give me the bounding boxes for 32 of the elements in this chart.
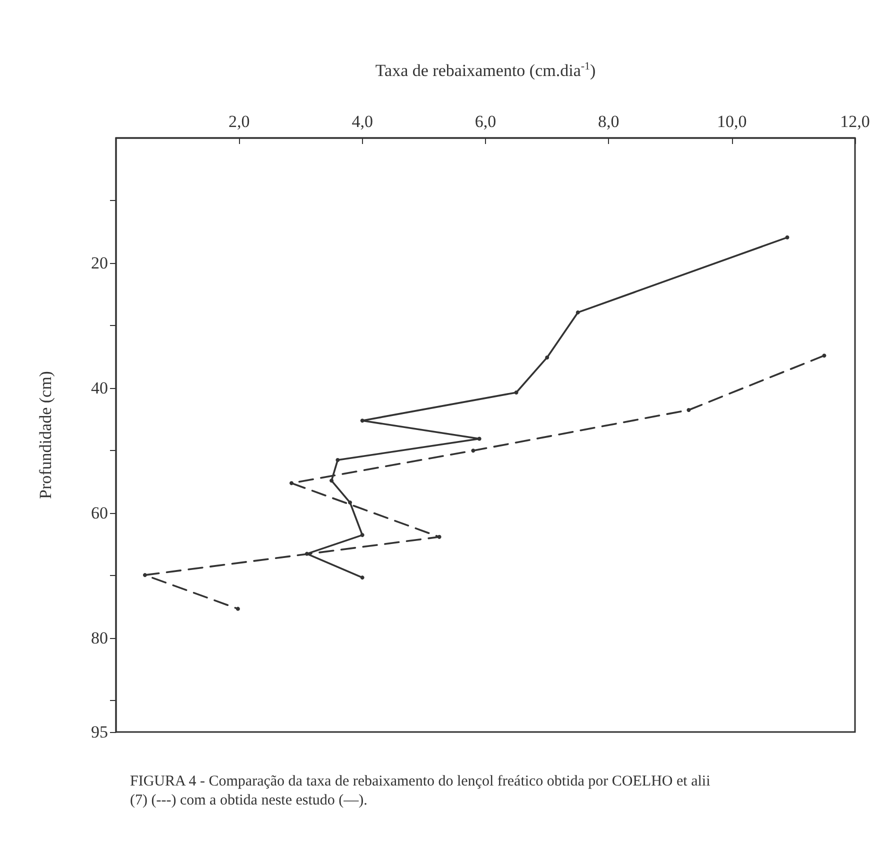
x-tick-label: 4,0	[352, 112, 373, 131]
point	[686, 408, 691, 412]
point	[471, 448, 476, 453]
point	[360, 576, 364, 580]
point	[304, 552, 309, 556]
point	[360, 533, 364, 538]
y-tick-label: 40	[91, 378, 108, 398]
point	[236, 606, 240, 611]
y-tick-label: 95	[91, 722, 108, 742]
point	[514, 390, 518, 394]
x-tick-label: 10,0	[716, 112, 747, 131]
point	[822, 354, 826, 358]
x-tick-label: 2,0	[228, 112, 250, 131]
point	[785, 235, 790, 240]
y-axis-title: Profundidade (cm)	[36, 371, 55, 499]
point	[330, 478, 334, 483]
point	[576, 310, 580, 314]
x-tick-label: 6,0	[474, 112, 496, 131]
point	[360, 418, 364, 423]
point	[545, 355, 550, 360]
point	[348, 500, 352, 505]
point	[477, 436, 482, 441]
point	[336, 458, 340, 462]
y-tick-label: 80	[91, 628, 108, 648]
y-tick-label: 20	[91, 254, 108, 273]
y-tick-label: 60	[91, 504, 108, 523]
text: FIGURA 4 - Comparação da taxa de rebaixamento do lençol freático obtida por COELHO et alii (7) (---) com a obtida neste estudo (—).	[130, 774, 714, 808]
point	[290, 481, 294, 486]
x-tick-label: 8,0	[598, 112, 620, 131]
x-tick-label: 12,0	[840, 112, 870, 131]
point	[437, 534, 442, 539]
point	[142, 573, 147, 578]
